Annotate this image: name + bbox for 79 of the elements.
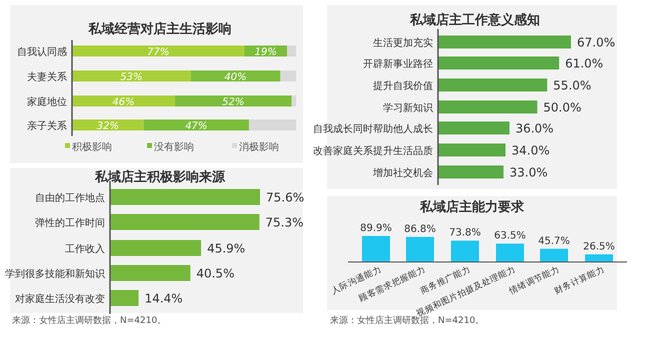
- legend-label: 消极影响: [239, 141, 279, 153]
- y-tick-label: 自我认同感: [17, 46, 67, 58]
- y-tick-label: 提升自我价值: [373, 80, 433, 92]
- data-label: 86.8%: [404, 224, 436, 235]
- y-tick-label: 改善家庭关系提升生活品质: [313, 145, 433, 157]
- bar: [287, 46, 296, 56]
- chart-title: 私域店主积极影响来源: [94, 169, 226, 185]
- bar: [438, 78, 548, 92]
- data-label: 73.8%: [449, 228, 481, 239]
- data-label: 34.0%: [511, 144, 550, 158]
- bar: [110, 265, 190, 281]
- y-tick-label: 亲子关系: [27, 120, 67, 132]
- data-label: 26.5%: [583, 241, 615, 252]
- chart-title: 私域店主能力要求: [419, 199, 525, 215]
- data-label: 19%: [254, 47, 277, 58]
- bar: [406, 236, 434, 262]
- data-label: 47%: [185, 121, 208, 132]
- bar: [72, 96, 176, 106]
- bar: [292, 96, 296, 106]
- data-label: 50.0%: [543, 100, 582, 114]
- y-tick-label: 增加社交机会: [372, 167, 433, 179]
- bar: [438, 122, 510, 134]
- data-label: 45.9%: [207, 242, 246, 256]
- data-label: 14.4%: [144, 292, 183, 306]
- y-tick-label: 家庭地位: [27, 96, 67, 108]
- data-label: 77%: [147, 47, 170, 58]
- bar: [72, 70, 191, 82]
- data-label: 40.5%: [196, 266, 234, 280]
- chart-title: 私域店主工作意义感知: [409, 12, 540, 28]
- legend-label: 积极影响: [72, 141, 112, 153]
- bar: [190, 70, 280, 82]
- y-tick-label: 夫妻关系: [27, 71, 67, 83]
- data-label: 75.3%: [265, 216, 304, 230]
- y-tick-label: 弹性的工作时间: [35, 217, 105, 229]
- bar: [438, 166, 504, 178]
- bar: [110, 240, 202, 256]
- source-note: 来源：女性店主调研数据，N=4210。: [12, 315, 166, 326]
- legend-label: 没有影响: [154, 141, 194, 153]
- y-tick-label: 自我成长同时帮助他人成长: [313, 123, 433, 135]
- data-label: 67.0%: [577, 36, 616, 50]
- y-tick-label: 生活更加充实: [373, 37, 433, 49]
- bar: [451, 240, 479, 262]
- data-label: 61.0%: [565, 56, 604, 70]
- y-tick-label: 自由的工作地点: [35, 192, 105, 204]
- data-label: 55.0%: [553, 78, 592, 92]
- bar: [438, 36, 571, 48]
- data-label: 53%: [120, 72, 142, 83]
- data-label: 75.6%: [266, 190, 304, 204]
- bar: [438, 100, 538, 114]
- bar: [248, 120, 296, 130]
- bar: [438, 56, 560, 70]
- y-tick-label: 学习新知识: [383, 102, 433, 114]
- bar: [496, 244, 524, 262]
- data-label: 40%: [224, 72, 247, 83]
- bar: [362, 236, 390, 262]
- bar: [175, 96, 292, 106]
- y-tick-label: 对家庭生活没有改变: [15, 293, 105, 305]
- data-label: 46%: [112, 97, 135, 108]
- y-tick-label: 开辟新事业路径: [363, 58, 433, 70]
- data-label: 36.0%: [515, 122, 554, 136]
- data-label: 32%: [96, 121, 119, 132]
- bar: [72, 46, 244, 56]
- data-label: 52%: [222, 97, 244, 108]
- data-label: 63.5%: [494, 230, 526, 242]
- bar: [540, 248, 568, 262]
- bar: [110, 290, 139, 306]
- data-label: 89.9%: [360, 223, 392, 234]
- y-tick-label: 学到很多技能和新知识: [5, 268, 105, 280]
- bar: [585, 254, 613, 262]
- bar: [110, 214, 260, 230]
- bar: [110, 189, 260, 205]
- data-label: 45.7%: [538, 236, 570, 247]
- bar: [280, 70, 296, 82]
- y-tick-label: 工作收入: [65, 243, 105, 255]
- bar: [438, 144, 506, 156]
- chart-title: 私域经营对店主生活影响: [88, 21, 232, 37]
- source-note: 来源：女性店主调研数据，N=4210。: [330, 315, 484, 326]
- bar: [144, 120, 249, 130]
- data-label: 33.0%: [510, 166, 548, 180]
